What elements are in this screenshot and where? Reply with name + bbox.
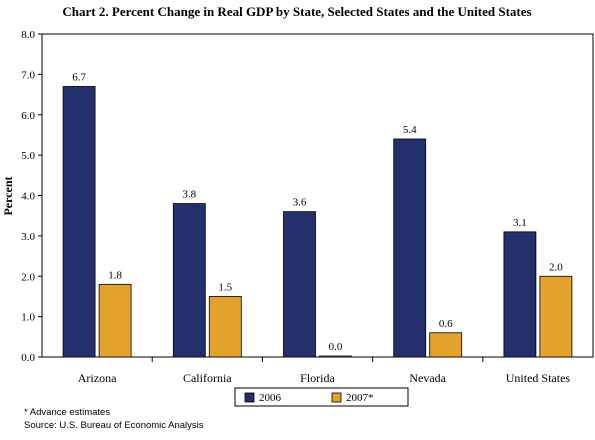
bar <box>429 332 463 358</box>
chart-title: Chart 2. Percent Change in Real GDP by S… <box>62 4 531 19</box>
y-tick-label: 8.0 <box>21 29 35 41</box>
bar <box>503 231 537 358</box>
bar <box>319 355 352 358</box>
advance-estimates-note: * Advance estimates <box>24 407 111 418</box>
data-label: 3.6 <box>293 197 307 209</box>
legend-swatch <box>244 392 255 403</box>
bar <box>62 86 96 358</box>
y-tick-label: 0.0 <box>21 352 35 364</box>
y-tick-label: 5.0 <box>21 150 35 162</box>
category-label: Nevada <box>409 371 446 385</box>
y-tick-label: 3.0 <box>21 231 35 243</box>
data-label: 3.1 <box>513 217 527 229</box>
y-tick-label: 1.0 <box>21 312 35 324</box>
category-label: United States <box>506 371 571 385</box>
data-label: 1.8 <box>108 269 122 281</box>
y-axis-label: Percent <box>1 176 15 215</box>
legend-box <box>234 387 409 407</box>
data-label: 3.8 <box>182 189 196 201</box>
bar <box>283 211 316 358</box>
legend-label: 2007* <box>346 392 374 404</box>
legend: 2006 2007* <box>234 387 409 407</box>
bar <box>208 296 242 358</box>
data-label: 0.6 <box>439 318 453 330</box>
category-label: Florida <box>300 371 335 385</box>
y-tick-label: 2.0 <box>21 271 35 283</box>
data-label: 5.4 <box>403 124 417 136</box>
plot-area: 0.0 1.0 2.0 3.0 4.0 5.0 6.0 7.0 8.0 Arizona 6.7 1.8… <box>21 29 594 385</box>
legend-swatch <box>331 392 342 403</box>
data-label: 2.0 <box>549 261 563 273</box>
category-label: Arizona <box>78 371 117 385</box>
bar <box>172 203 206 358</box>
data-label: 0.0 <box>329 341 343 353</box>
source-note: Source: U.S. Bureau of Economic Analysis <box>24 420 204 431</box>
category-label: California <box>183 371 232 385</box>
bar <box>393 138 427 358</box>
bar <box>98 283 132 358</box>
data-label: 6.7 <box>72 71 86 83</box>
bar <box>539 275 573 358</box>
data-label: 1.5 <box>218 281 232 293</box>
legend-label: 2006 <box>259 392 282 404</box>
y-tick-label: 6.0 <box>21 110 35 122</box>
y-tick-label: 7.0 <box>21 69 35 81</box>
y-tick-label: 4.0 <box>21 191 35 203</box>
